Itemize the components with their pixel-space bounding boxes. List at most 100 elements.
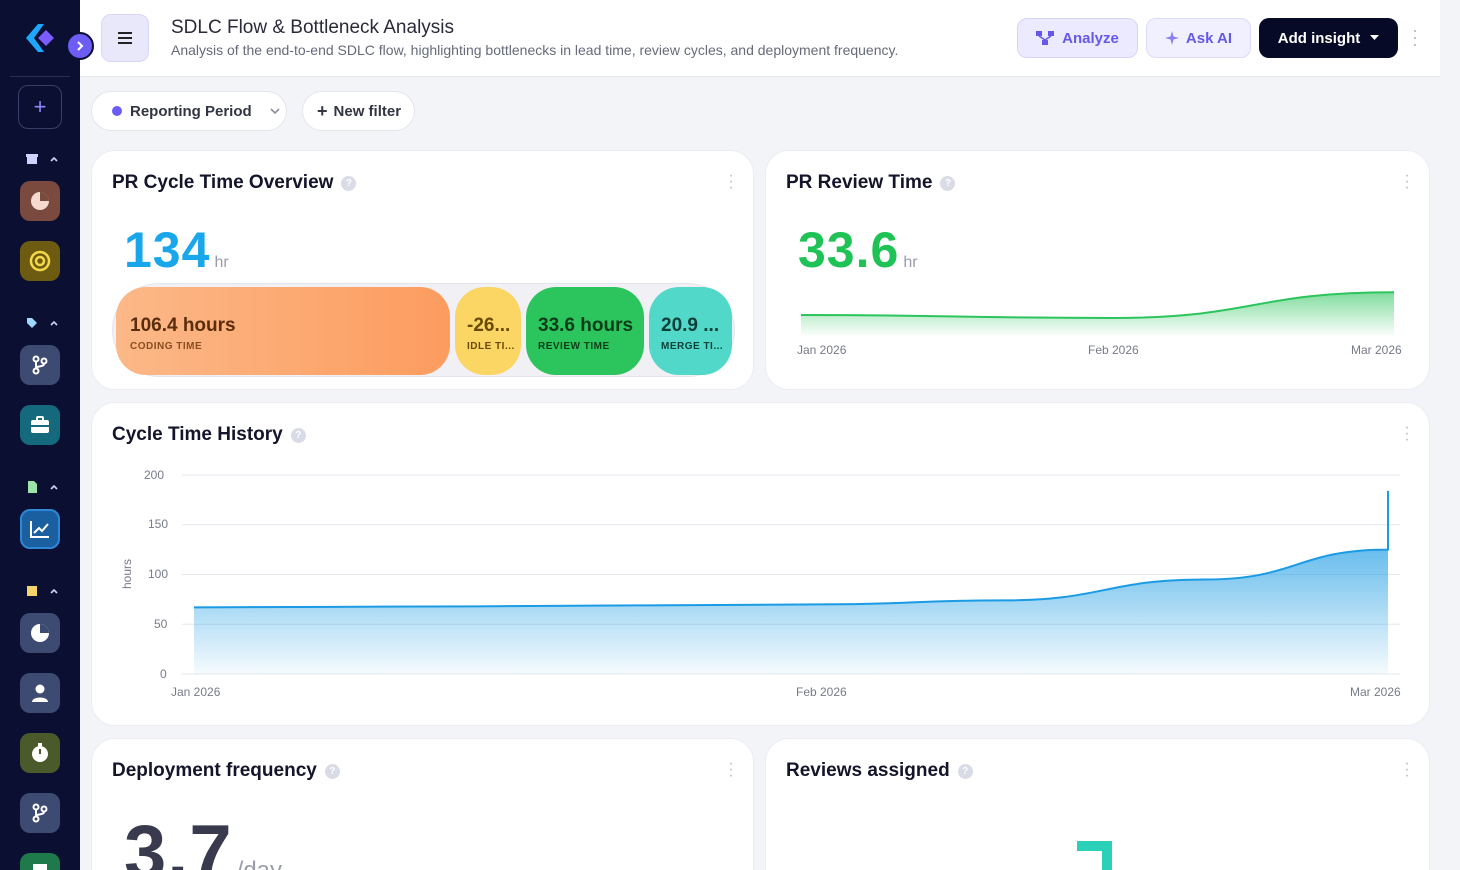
plus-icon: + [317, 100, 328, 121]
card-title: PR Cycle Time Overview ? [112, 172, 357, 194]
reporting-period-label: Reporting Period [130, 102, 252, 120]
chevron-right-icon [77, 41, 84, 51]
segment-value: 33.6 hours [538, 315, 634, 336]
y-tick-label: 150 [148, 517, 169, 531]
spreadsheet-icon [33, 864, 47, 870]
sidebar-app-stopwatch[interactable] [20, 733, 60, 773]
menu-button[interactable] [101, 14, 149, 62]
flow-icon [1036, 31, 1055, 45]
more-options-icon[interactable]: · · · [1412, 20, 1418, 54]
stopwatch-icon [32, 743, 48, 762]
card-title: Reviews assigned ? [786, 760, 973, 782]
help-icon[interactable]: ? [341, 175, 357, 191]
reviews-assigned-card: Reviews assigned ? · · · [765, 738, 1430, 870]
card-more-icon[interactable]: · · · [1404, 167, 1410, 196]
analyze-button[interactable]: Analyze [1017, 18, 1138, 58]
sidebar-app-pie-chart[interactable] [20, 181, 60, 221]
new-dashboard-button[interactable]: + [18, 85, 62, 129]
sidebar-app-pie-chart-2[interactable] [20, 613, 60, 653]
new-filter-button[interactable]: + New filter [302, 91, 415, 131]
page-subtitle: Analysis of the end-to-end SDLC flow, hi… [171, 42, 899, 58]
trend-chart-icon [30, 521, 49, 538]
sparkle-icon [1164, 31, 1179, 45]
help-icon[interactable]: ? [290, 427, 306, 443]
expand-sidebar-button[interactable] [66, 32, 94, 60]
reviews-chart-bar-inner [1077, 851, 1102, 870]
sidebar-app-spreadsheet[interactable] [20, 853, 60, 870]
caret-down-icon [1370, 35, 1380, 40]
sidebar-app-target[interactable] [20, 241, 60, 281]
deployment-unit: /day [237, 857, 282, 870]
history-line [193, 490, 1389, 609]
help-icon[interactable]: ? [957, 763, 973, 779]
document-icon [28, 481, 37, 493]
sidebar-group-tags[interactable] [26, 316, 62, 330]
chevron-up-icon [50, 320, 58, 326]
sidebar-app-briefcase[interactable] [20, 405, 60, 445]
sidebar: + [0, 0, 80, 870]
pr-cycle-time-card: PR Cycle Time Overview ? · · · 134 hr 106.4… [91, 150, 754, 390]
coding-time-segment[interactable]: 106.4 hours CODING TIME [116, 287, 450, 375]
sidebar-app-git-branch[interactable] [20, 345, 60, 385]
card-more-icon[interactable]: · · · [1404, 755, 1410, 784]
archive-icon [26, 154, 38, 164]
sidebar-group-archive[interactable] [26, 152, 62, 166]
add-insight-button[interactable]: Add insight [1259, 18, 1398, 58]
idle-time-segment[interactable]: -26... IDLE TI... [455, 287, 521, 375]
user-icon [32, 684, 48, 702]
review-time-sparkline [800, 291, 1395, 337]
pr-review-time-card: PR Review Time ? · · · 33.6 hr Jan 2026 Feb… [765, 150, 1430, 390]
review-time-unit: hr [903, 254, 918, 271]
git-branch-icon [32, 355, 48, 375]
add-insight-label: Add insight [1277, 29, 1361, 47]
card-title-text: Cycle Time History [112, 424, 283, 445]
cycle-time-history-card: Cycle Time History ? · · · 200 150 100 50 … [91, 402, 1430, 726]
cycle-time-value: 134 hr [124, 221, 229, 279]
merge-time-segment[interactable]: 20.9 ... MERGE TI... [649, 287, 732, 375]
y-tick-label: 100 [148, 567, 169, 581]
menu-icon [118, 32, 132, 44]
sidebar-app-trend-chart[interactable] [20, 509, 60, 549]
x-tick-label: Jan 2026 [171, 685, 221, 699]
card-title: PR Review Time ? [786, 172, 956, 194]
chevron-up-icon [50, 484, 58, 490]
help-icon[interactable]: ? [324, 763, 340, 779]
x-tick-label: Jan 2026 [797, 343, 847, 357]
note-icon [27, 586, 37, 596]
ask-ai-label: Ask AI [1185, 29, 1233, 47]
sidebar-app-user[interactable] [20, 673, 60, 713]
sidebar-group-documents[interactable] [26, 480, 62, 494]
segment-value: -26... [467, 315, 511, 336]
card-more-icon[interactable]: · · · [1404, 419, 1410, 448]
sidebar-group-notes[interactable] [26, 584, 62, 598]
chevron-up-icon [50, 156, 58, 162]
y-tick-label: 50 [154, 617, 168, 631]
cycle-breakdown-bar: 106.4 hours CODING TIME -26... IDLE TI..… [112, 283, 735, 377]
chevron-down-icon [270, 107, 280, 114]
y-tick-label: 200 [144, 468, 165, 482]
cycle-time-history-chart [182, 474, 1400, 675]
review-time-value: 33.6 hr [798, 221, 918, 279]
page-title: SDLC Flow & Bottleneck Analysis [171, 17, 455, 38]
card-more-icon[interactable]: · · · [728, 167, 734, 196]
review-time-segment[interactable]: 33.6 hours REVIEW TIME [526, 287, 644, 375]
card-title: Cycle Time History ? [112, 424, 306, 446]
y-tick-label: 0 [160, 667, 167, 681]
card-title-text: PR Cycle Time Overview [112, 172, 334, 193]
briefcase-icon [31, 416, 49, 433]
deployment-number: 3.7 [124, 810, 233, 870]
sidebar-app-git-branch-2[interactable] [20, 793, 60, 833]
help-icon[interactable]: ? [940, 175, 956, 191]
logo-icon [26, 24, 54, 52]
card-title-text: Reviews assigned [786, 760, 950, 781]
card-more-icon[interactable]: · · · [728, 755, 734, 784]
reporting-period-filter[interactable]: Reporting Period [91, 91, 287, 131]
card-title-text: Deployment frequency [112, 760, 317, 781]
x-tick-label: Mar 2026 [1350, 685, 1401, 699]
pie-chart-icon [31, 624, 49, 642]
page-header: SDLC Flow & Bottleneck Analysis Analysis… [80, 0, 1440, 77]
deployment-frequency-card: Deployment frequency ? ··· 3.7/day [91, 738, 754, 870]
x-tick-label: Mar 2026 [1351, 343, 1402, 357]
segment-label: REVIEW TIME [538, 341, 610, 352]
ask-ai-button[interactable]: Ask AI [1146, 18, 1251, 58]
